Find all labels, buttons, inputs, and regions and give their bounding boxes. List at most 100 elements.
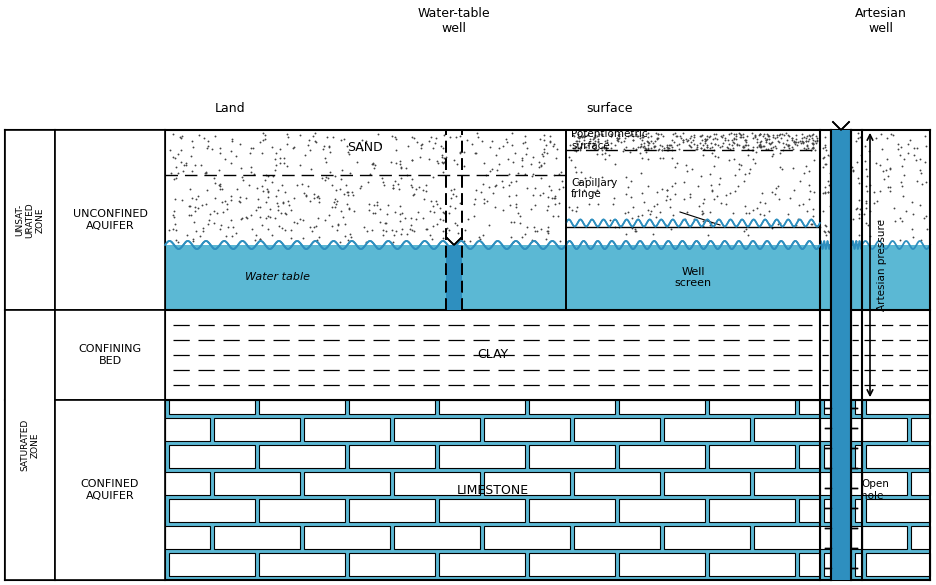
Point (565, 205, 580, 214)
Point (290, 218, 305, 228)
Point (749, 147, 764, 156)
Point (797, 168, 812, 178)
Point (505, 238, 520, 247)
Point (669, 140, 684, 150)
Point (574, 132, 589, 141)
Point (852, 214, 867, 223)
Point (373, 204, 388, 214)
Point (234, 215, 249, 224)
Point (403, 181, 418, 190)
Point (541, 228, 556, 238)
Point (539, 149, 554, 158)
Point (460, 135, 475, 144)
Point (421, 154, 436, 164)
Point (653, 129, 668, 139)
Point (640, 181, 655, 190)
Text: SATURATED
ZONE: SATURATED ZONE (21, 419, 39, 471)
Point (750, 203, 765, 212)
Bar (165, 499, 169, 522)
Point (808, 137, 823, 146)
Point (221, 222, 236, 231)
Point (345, 190, 360, 199)
Point (188, 202, 203, 212)
Point (626, 136, 641, 145)
Point (277, 225, 292, 235)
Point (330, 219, 345, 229)
Point (684, 137, 699, 147)
Point (637, 143, 652, 153)
Point (349, 157, 364, 167)
Point (723, 188, 738, 198)
Point (394, 163, 409, 173)
Point (416, 185, 431, 195)
Point (753, 136, 768, 146)
Point (430, 156, 445, 166)
Point (421, 136, 436, 146)
Point (695, 130, 709, 140)
Point (817, 140, 832, 150)
Point (528, 226, 543, 235)
Point (597, 149, 612, 158)
Point (170, 149, 185, 159)
Point (515, 153, 530, 163)
Point (849, 236, 864, 246)
Point (241, 180, 256, 190)
Point (474, 188, 489, 197)
Point (370, 130, 385, 139)
Point (906, 150, 921, 159)
Point (731, 159, 746, 168)
Text: LIMESTONE: LIMESTONE (457, 483, 529, 497)
Point (476, 159, 491, 168)
Bar (435, 553, 439, 576)
Point (805, 143, 820, 153)
Bar (831, 130, 851, 580)
Point (173, 145, 188, 154)
Point (268, 154, 283, 164)
Point (269, 149, 284, 158)
Point (304, 227, 319, 236)
Point (918, 177, 933, 187)
Point (217, 154, 232, 163)
Point (805, 139, 820, 149)
Point (511, 209, 526, 218)
Point (604, 143, 619, 153)
Bar (862, 310, 930, 400)
Point (185, 236, 200, 245)
Point (232, 139, 247, 148)
Point (253, 212, 268, 221)
Point (660, 140, 675, 149)
Point (664, 140, 679, 149)
Point (392, 159, 407, 168)
Point (488, 181, 503, 190)
Point (457, 147, 472, 156)
Point (768, 133, 782, 143)
Point (597, 154, 612, 163)
Bar (525, 553, 529, 576)
Point (641, 138, 656, 147)
Point (596, 142, 611, 152)
Point (745, 154, 760, 163)
Point (536, 130, 551, 139)
Point (519, 143, 534, 152)
Point (891, 144, 906, 154)
Point (292, 130, 307, 139)
Point (708, 152, 723, 161)
Point (883, 183, 898, 192)
Point (737, 226, 752, 235)
Point (761, 132, 776, 141)
Bar (855, 400, 862, 414)
Point (312, 233, 327, 242)
Point (706, 194, 721, 204)
Point (503, 201, 518, 210)
Point (634, 140, 649, 149)
Point (625, 135, 640, 144)
Point (663, 194, 678, 204)
Point (757, 134, 772, 143)
Point (505, 128, 519, 137)
Point (615, 146, 630, 156)
Point (713, 173, 728, 183)
Point (646, 138, 661, 147)
Point (405, 156, 420, 165)
Point (818, 132, 833, 142)
Point (202, 215, 217, 225)
